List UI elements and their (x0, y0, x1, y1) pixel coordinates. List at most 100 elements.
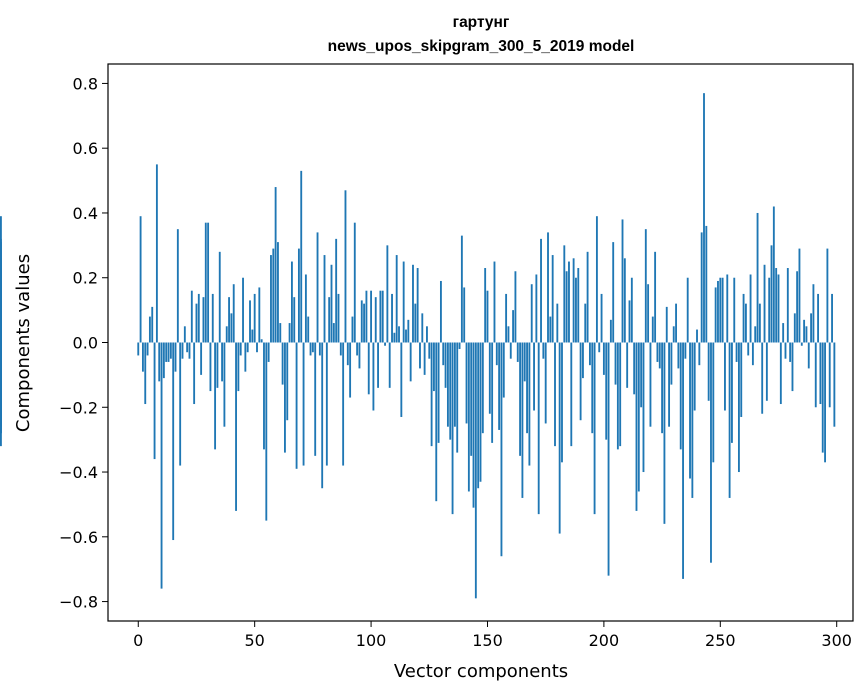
bar (549, 316, 552, 343)
bar (267, 342, 270, 362)
bar (670, 342, 673, 385)
bar (367, 342, 370, 395)
bar (451, 342, 454, 515)
bar (779, 342, 782, 405)
bar (332, 323, 335, 343)
bar (488, 342, 491, 414)
bar (533, 342, 535, 411)
bar (784, 342, 787, 359)
x-tick-label: 100 (356, 631, 387, 650)
bar (737, 342, 740, 473)
bar (735, 342, 738, 362)
bar (521, 342, 524, 498)
bar (654, 251, 657, 343)
bar (826, 248, 829, 343)
bar (600, 293, 603, 343)
bar (563, 245, 566, 343)
bar (477, 342, 480, 489)
bar (288, 323, 291, 343)
bar (386, 245, 389, 343)
bar (481, 342, 484, 434)
plot-frame (107, 63, 854, 622)
bar (209, 342, 212, 392)
bar (628, 300, 631, 343)
bar (176, 229, 179, 343)
bar (668, 342, 671, 427)
bar (290, 261, 293, 343)
bar (325, 342, 328, 466)
bar (330, 264, 333, 343)
bar (756, 212, 759, 343)
bar (540, 238, 542, 343)
bar (579, 342, 582, 421)
bar (556, 303, 559, 343)
bar (151, 306, 154, 343)
bar (824, 342, 826, 463)
bar (225, 326, 228, 343)
bar (297, 248, 300, 343)
bar (614, 342, 617, 385)
bar (318, 342, 321, 356)
bar (721, 277, 724, 343)
bar (710, 342, 712, 563)
bar (633, 342, 636, 395)
x-tick-label: 150 (472, 631, 503, 650)
bar (602, 342, 605, 375)
bar (675, 303, 677, 343)
bar (814, 342, 817, 408)
bar (249, 300, 251, 343)
bar (777, 274, 780, 343)
bar (516, 342, 519, 362)
x-tick-label: 300 (821, 631, 852, 650)
bar (726, 274, 729, 343)
bar (388, 342, 391, 388)
bar (519, 342, 522, 456)
bar (439, 280, 442, 343)
bar (591, 342, 594, 434)
bar (465, 342, 468, 424)
x-tick-label: 250 (705, 631, 736, 650)
bar (137, 342, 140, 356)
bar (498, 342, 501, 430)
bar (456, 342, 459, 453)
bar (309, 342, 312, 356)
bar (712, 342, 715, 463)
bar (705, 225, 708, 343)
y-tick-label: −0.2 (59, 398, 98, 417)
bar (323, 255, 326, 343)
bar (703, 93, 705, 343)
bar (484, 268, 487, 343)
bar (144, 342, 147, 405)
bar (197, 293, 200, 343)
bar (409, 342, 412, 382)
bar (577, 268, 580, 343)
bar (803, 319, 806, 343)
bar (588, 342, 591, 366)
bar (293, 297, 296, 343)
bar (230, 313, 233, 343)
y-axis-title: Components values (13, 254, 34, 432)
bar (684, 342, 687, 359)
bar (260, 339, 263, 343)
bar (528, 342, 531, 466)
bar (731, 342, 733, 443)
bar (421, 313, 424, 343)
bar (232, 284, 235, 343)
bar (812, 284, 815, 343)
bar (274, 187, 277, 343)
bar (179, 342, 182, 466)
bar (258, 287, 261, 343)
bar (398, 326, 400, 343)
bar (169, 342, 172, 359)
bar (700, 232, 703, 343)
bar (663, 342, 666, 524)
bar (458, 342, 461, 349)
bar (349, 342, 352, 398)
bar (158, 342, 161, 382)
bar (235, 342, 237, 511)
bar (195, 303, 198, 343)
bars-group (0, 93, 836, 599)
bar (682, 342, 684, 579)
y-axis: −0.8 −0.6 −0.4 −0.2 0.0 0.2 0.4 0.6 0.8 (59, 74, 108, 612)
